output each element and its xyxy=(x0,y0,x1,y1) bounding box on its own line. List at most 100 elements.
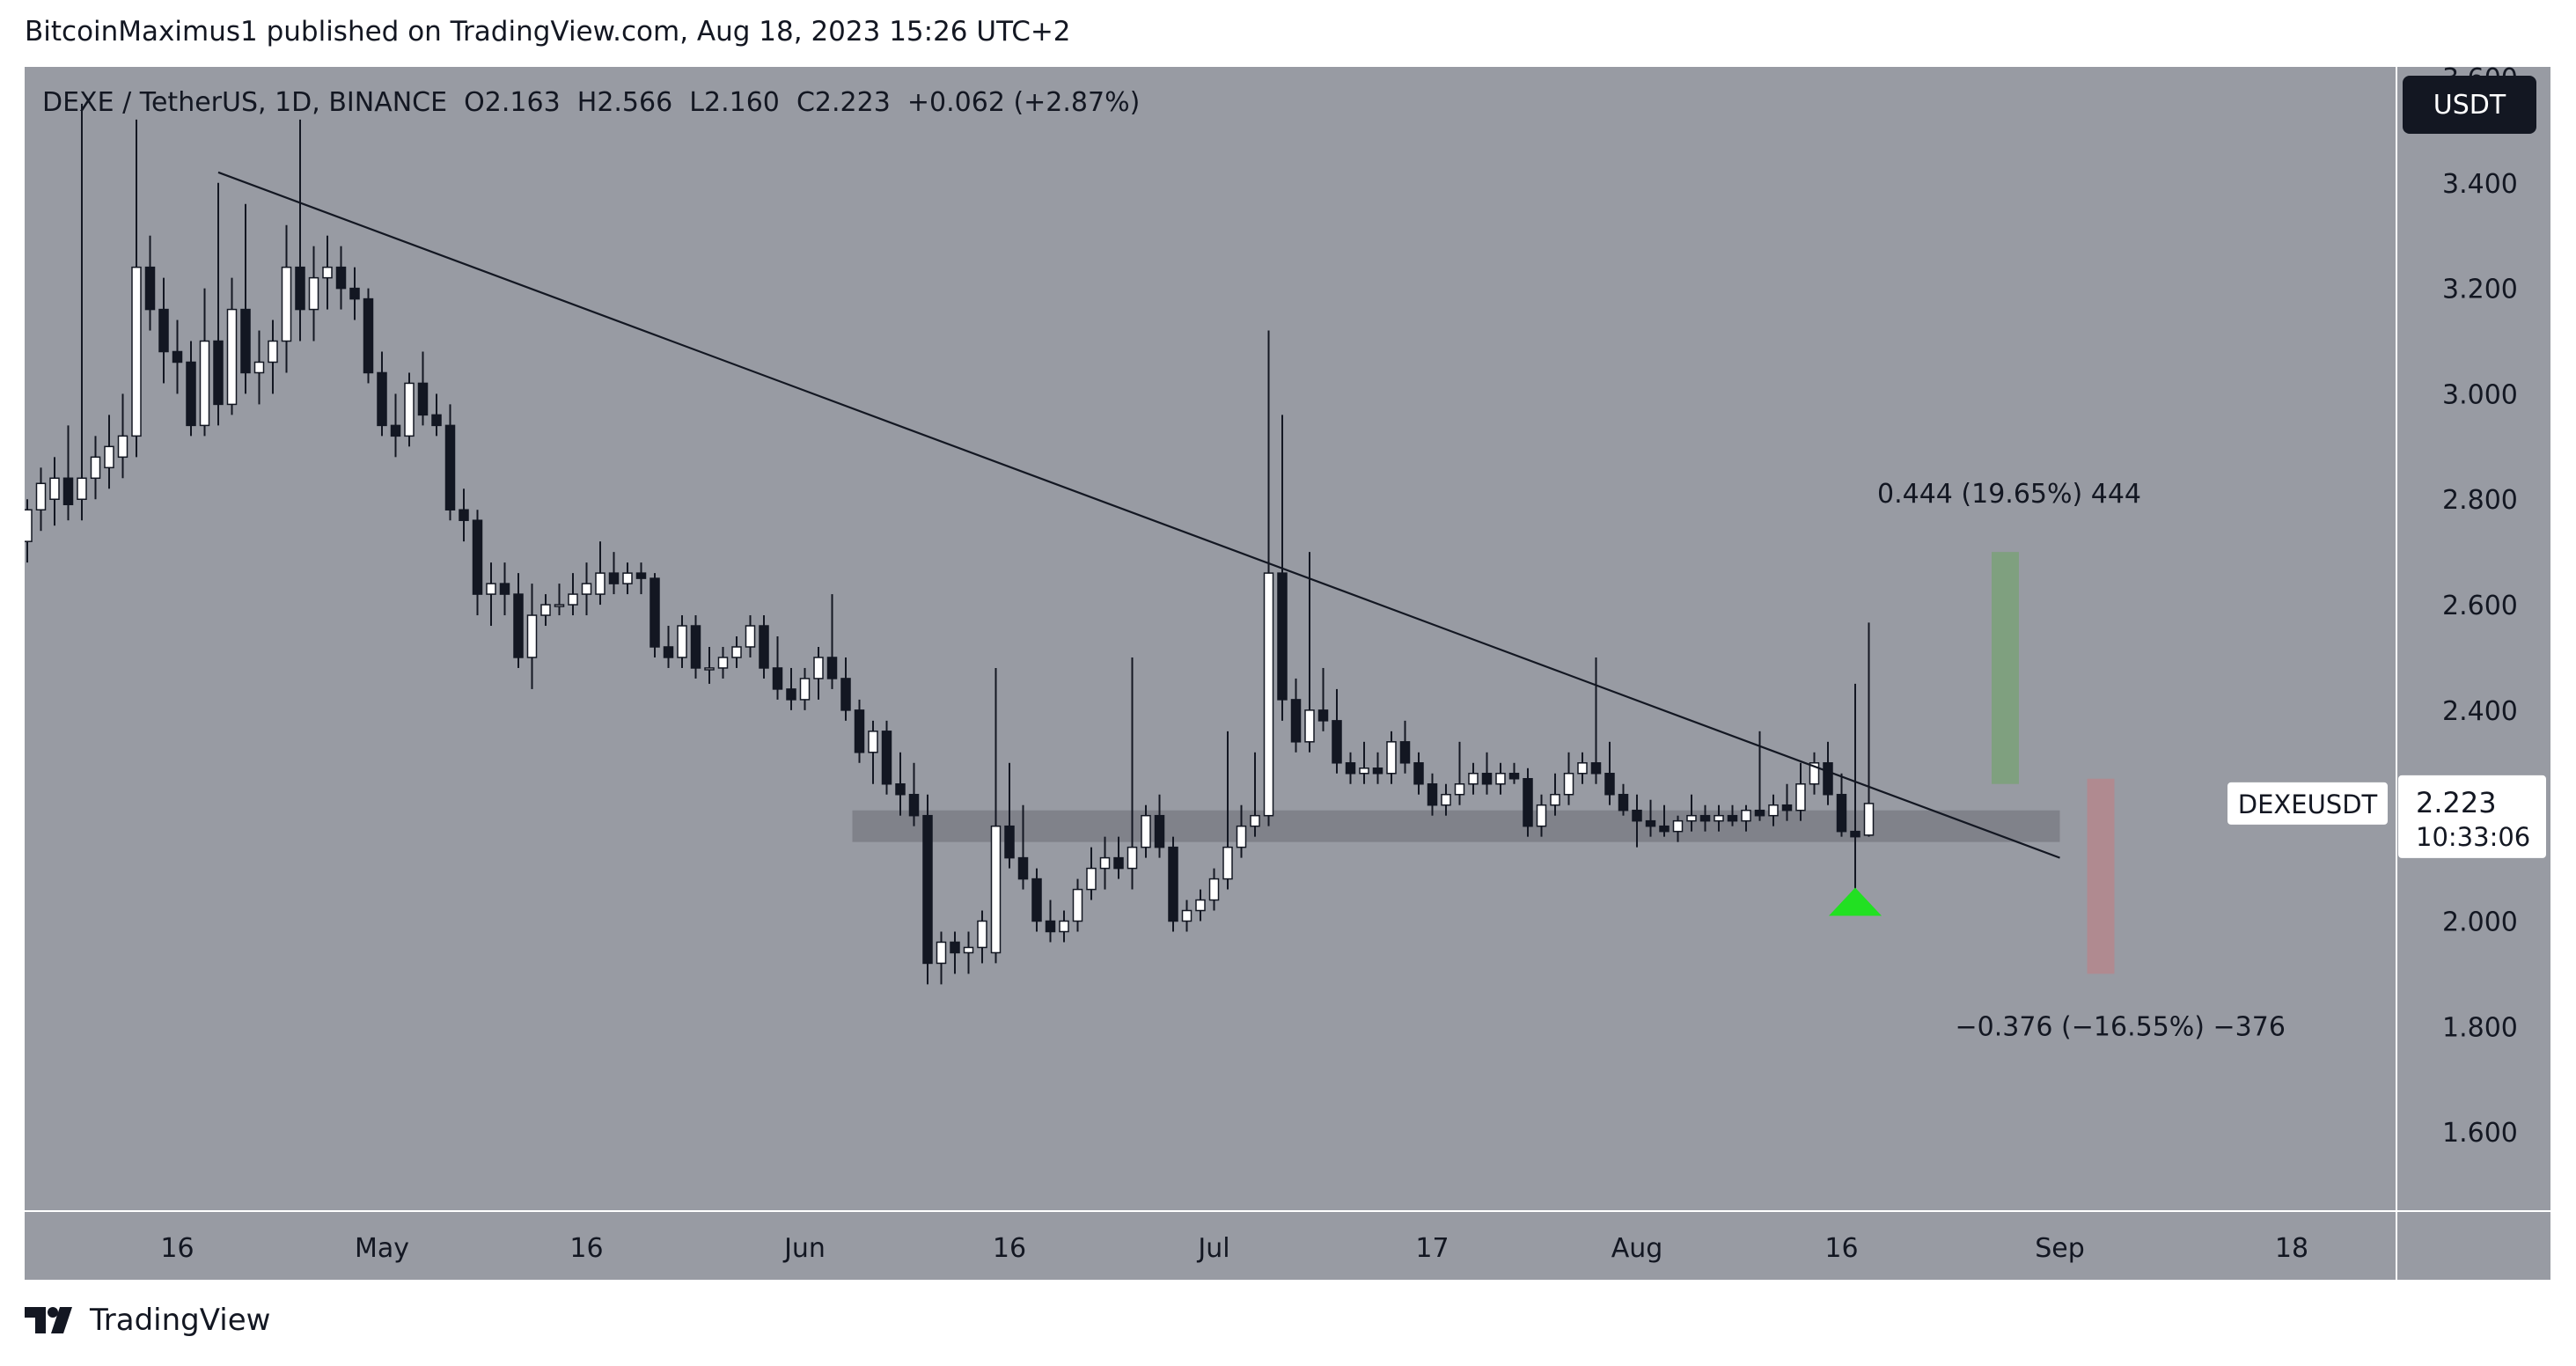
publish-info: BitcoinMaximus1 published on TradingView… xyxy=(25,16,1071,48)
price-tick-label: 3.400 xyxy=(2442,169,2518,200)
candle-body xyxy=(1386,741,1397,775)
candle-body xyxy=(595,572,605,595)
candle-body xyxy=(772,667,783,690)
bullish-marker xyxy=(1829,887,1882,916)
candle-body xyxy=(1699,814,1711,822)
legend-low-label: L xyxy=(689,87,704,118)
candle-body xyxy=(1590,762,1602,775)
candle-body xyxy=(1372,767,1383,775)
candle-body xyxy=(1031,878,1042,922)
candle-body xyxy=(1332,720,1342,764)
price-axis[interactable] xyxy=(2396,67,2550,1211)
candle-body xyxy=(1604,773,1615,796)
time-tick-label: May xyxy=(355,1233,409,1264)
candle-body xyxy=(717,657,729,669)
candle-body xyxy=(1508,773,1520,780)
candle-body xyxy=(1277,572,1288,701)
candle-body xyxy=(1017,856,1029,880)
candle-body xyxy=(554,604,565,607)
symbol-tag-bg xyxy=(2227,782,2388,825)
candle-body xyxy=(444,424,456,510)
candle-body xyxy=(1850,830,1860,838)
candle-body xyxy=(677,625,687,658)
candle-body xyxy=(1618,793,1629,812)
candlestick-chart[interactable]: 0.444 (19.65%) 444 −0.376 (−16.55%) −376 1… xyxy=(25,67,2550,1280)
candle-body xyxy=(581,583,592,595)
price-tick-label: 2.600 xyxy=(2442,591,2518,621)
candle-body xyxy=(1263,572,1274,817)
support-zone xyxy=(852,810,2060,842)
candle-body xyxy=(90,456,101,480)
candle-body xyxy=(854,709,865,753)
candle-body xyxy=(35,482,47,510)
candle-body xyxy=(404,382,415,437)
candle-body xyxy=(1495,773,1506,785)
legend-high-label: H xyxy=(576,87,598,118)
legend-open: 2.163 xyxy=(484,87,561,118)
candle-body xyxy=(335,266,347,290)
candle-body xyxy=(1345,762,1356,775)
candle-body xyxy=(1427,782,1438,806)
candle-body xyxy=(1222,846,1233,880)
chart-frame[interactable]: 0.444 (19.65%) 444 −0.376 (−16.55%) −376 1… xyxy=(25,67,2550,1280)
candle-body xyxy=(104,445,114,469)
candle-body xyxy=(759,625,769,669)
candle-body xyxy=(1577,762,1588,775)
candle-body xyxy=(1454,782,1465,796)
candle-body xyxy=(1250,814,1260,827)
candle-body xyxy=(1168,846,1178,922)
time-tick-label: Sep xyxy=(2035,1233,2085,1264)
candle-body xyxy=(1359,767,1369,775)
candle-body xyxy=(1481,773,1493,785)
candle-body xyxy=(268,340,278,364)
symbol-tag: DEXEUSDT xyxy=(2238,789,2378,819)
candle-body xyxy=(568,593,578,606)
candle-body xyxy=(704,667,715,671)
candle-body xyxy=(663,646,674,658)
legend-close: 2.223 xyxy=(814,87,891,118)
price-tick-label: 2.800 xyxy=(2442,485,2518,516)
candle-body xyxy=(622,572,633,584)
candle-body xyxy=(513,593,524,658)
candle-body xyxy=(1290,699,1302,743)
currency-button[interactable]: USDT xyxy=(2403,76,2536,134)
candle-body xyxy=(390,424,401,437)
candle-body xyxy=(131,266,142,437)
candle-body xyxy=(62,477,74,505)
candle-body xyxy=(25,509,33,542)
candle-body xyxy=(158,308,169,353)
candle-body xyxy=(1632,809,1642,822)
tradingview-brand: TradingView xyxy=(90,1303,271,1338)
bar-countdown: 10:33:06 xyxy=(2416,822,2530,852)
candle-body xyxy=(1181,909,1193,922)
candle-body xyxy=(1004,825,1015,859)
candle-body xyxy=(1727,814,1738,822)
candle-body xyxy=(1741,809,1751,822)
candle-body xyxy=(1754,809,1765,817)
candle-body xyxy=(1563,773,1574,796)
price-tick-label: 2.000 xyxy=(2442,907,2518,938)
tradingview-logo-icon xyxy=(25,1307,72,1333)
candle-body xyxy=(322,266,333,279)
candle-body xyxy=(1536,804,1547,827)
candle-body xyxy=(840,678,851,711)
legend-change: +0.062 (+2.87%) xyxy=(906,87,1141,118)
descending-trendline[interactable] xyxy=(217,171,2060,859)
time-tick-label: Aug xyxy=(1611,1233,1663,1264)
price-tick-label: 1.800 xyxy=(2442,1012,2518,1043)
candle-body xyxy=(526,614,538,658)
legend-high: 2.566 xyxy=(597,87,673,118)
candle-body xyxy=(1645,819,1656,827)
candle-body xyxy=(745,625,756,648)
candle-body xyxy=(1441,793,1451,806)
candle-body xyxy=(1823,762,1833,796)
tradingview-logo[interactable]: TradingView xyxy=(25,1303,270,1338)
candle-body xyxy=(295,266,305,311)
candle-body xyxy=(1399,741,1411,764)
candle-body xyxy=(1072,888,1083,922)
time-tick-label: 16 xyxy=(1824,1233,1858,1264)
candle-body xyxy=(281,266,292,342)
time-tick-label: 18 xyxy=(2275,1233,2308,1264)
candle-body xyxy=(963,946,974,954)
candle-body xyxy=(1208,878,1220,901)
